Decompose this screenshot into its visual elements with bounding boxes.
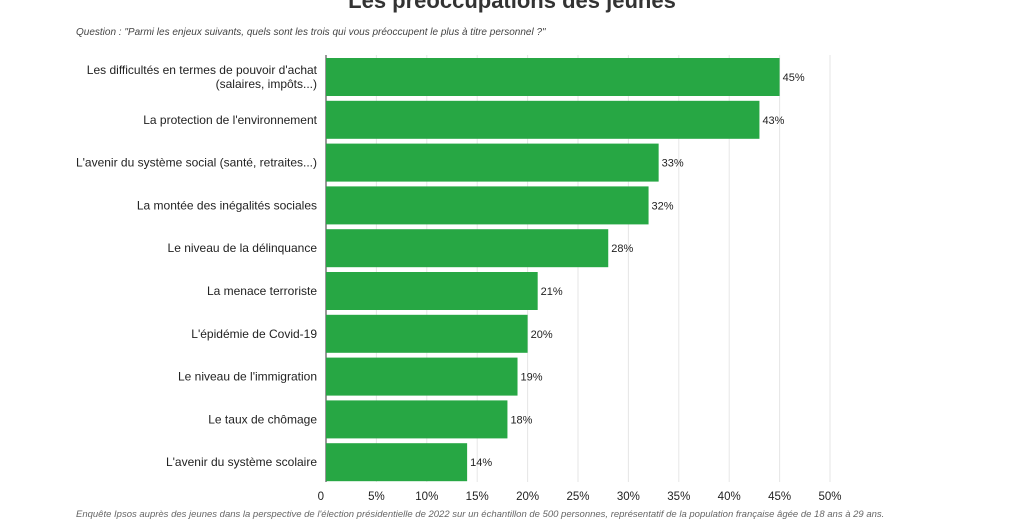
category-labels: Les difficultés en termes de pouvoir d'a… [76, 63, 318, 469]
source-note: Enquête Ipsos auprès des jeunes dans la … [76, 509, 885, 520]
bar [326, 357, 518, 396]
chart-title: Les préoccupations des jeunes [348, 0, 676, 13]
category-label: Les difficultés en termes de pouvoir d'a… [87, 63, 318, 91]
category-label-line: La menace terroriste [207, 284, 317, 298]
category-label: La menace terroriste [207, 284, 317, 298]
bar [326, 443, 468, 482]
category-label: Le niveau de la délinquance [168, 241, 318, 255]
category-label-line: Les difficultés en termes de pouvoir d'a… [87, 63, 318, 77]
x-tick-label: 30% [617, 491, 640, 503]
x-tick-label: 25% [566, 491, 589, 503]
category-label: La montée des inégalités sociales [137, 198, 317, 212]
category-label: L'avenir du système scolaire [166, 455, 317, 469]
x-tick-label: 35% [667, 491, 690, 503]
x-tick-label: 15% [466, 491, 489, 503]
x-tick-label: 0 [318, 491, 324, 503]
category-label: L'épidémie de Covid-19 [191, 327, 317, 341]
bars [326, 58, 780, 482]
category-label-line: Le niveau de la délinquance [168, 241, 318, 255]
category-label-line: Le taux de chômage [208, 412, 317, 426]
bar [326, 272, 538, 310]
category-label-line: (salaires, impôts...) [216, 77, 317, 91]
bar [326, 58, 780, 96]
value-label: 21% [541, 286, 563, 298]
category-label-line: La montée des inégalités sociales [137, 198, 317, 212]
bar [326, 143, 659, 182]
category-label: L'avenir du système social (santé, retra… [76, 156, 317, 170]
value-label: 18% [510, 414, 532, 426]
x-tick-label: 40% [718, 491, 741, 503]
x-tick-label: 5% [368, 491, 385, 503]
category-label-line: L'avenir du système scolaire [166, 455, 317, 469]
value-label: 45% [783, 72, 805, 84]
x-tick-label: 10% [415, 491, 438, 503]
category-label-line: La protection de l'environnement [143, 113, 317, 127]
category-label-line: L'avenir du système social (santé, retra… [76, 156, 317, 170]
value-labels: 45% 43% 33% 32% 28% 21% 20% 19% 18% 14% [470, 72, 805, 469]
x-axis-ticks: 0 5% 10% 15% 20% 25% 30% 35% 40% 45% 50% [318, 491, 842, 503]
category-label: La protection de l'environnement [143, 113, 317, 127]
value-label: 20% [531, 329, 553, 341]
chart-question: Question : "Parmi les enjeux suivants, q… [76, 27, 546, 38]
x-tick-label: 50% [818, 491, 841, 503]
value-label: 43% [762, 115, 784, 127]
x-tick-label: 45% [768, 491, 791, 503]
category-label: Le niveau de l'immigration [178, 370, 317, 384]
value-label: 14% [470, 457, 492, 469]
bar [326, 186, 649, 225]
value-label: 33% [662, 158, 684, 170]
x-tick-label: 20% [516, 491, 539, 503]
value-label: 28% [611, 243, 633, 255]
bar [326, 400, 508, 439]
category-label-line: L'épidémie de Covid-19 [191, 327, 317, 341]
value-label: 19% [521, 372, 543, 384]
bar [326, 314, 528, 353]
bar [326, 229, 609, 268]
category-label-line: Le niveau de l'immigration [178, 370, 317, 384]
category-label: Le taux de chômage [208, 412, 317, 426]
bar [326, 100, 760, 139]
value-label: 32% [652, 200, 674, 212]
